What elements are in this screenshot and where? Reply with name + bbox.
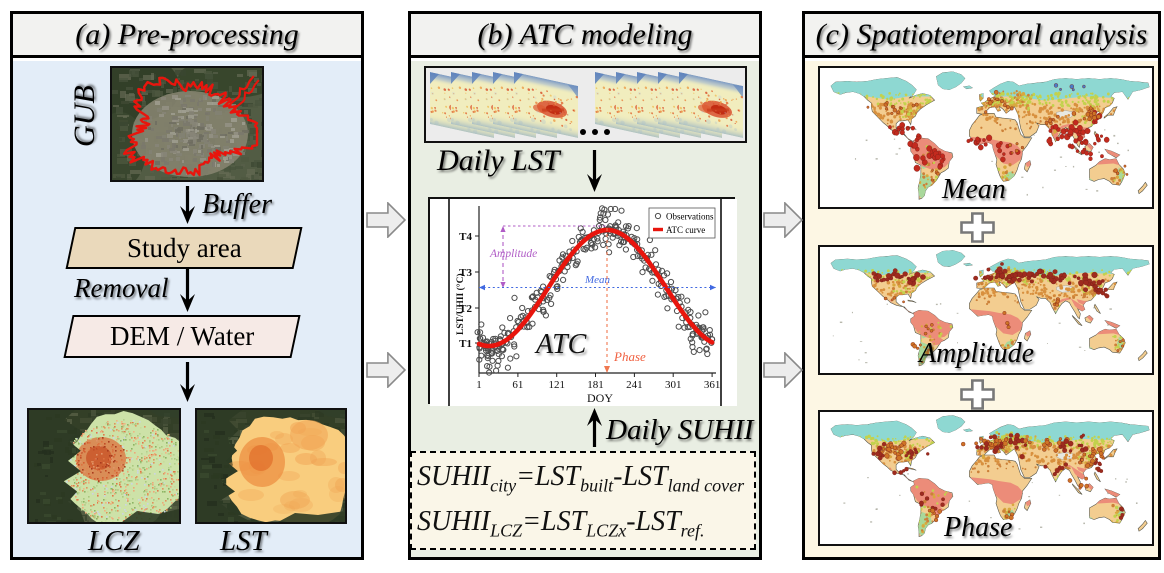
svg-text:1: 1 — [476, 379, 482, 391]
svg-text:Amplitude: Amplitude — [489, 248, 537, 260]
svg-text:T1: T1 — [459, 338, 472, 350]
svg-text:61: 61 — [512, 379, 523, 391]
svg-text:ATC: ATC — [534, 329, 587, 360]
svg-text:ATC curve: ATC curve — [666, 225, 705, 235]
svg-text:T2: T2 — [459, 303, 472, 315]
svg-text:T3: T3 — [459, 267, 472, 279]
svg-text:361: 361 — [704, 379, 721, 391]
svg-text:LST/UHII (°C): LST/UHII (°C) — [455, 273, 466, 335]
svg-text:Mean: Mean — [584, 274, 611, 286]
svg-text:241: 241 — [626, 379, 643, 391]
svg-text:301: 301 — [665, 379, 682, 391]
svg-text:121: 121 — [548, 379, 565, 391]
svg-text:181: 181 — [587, 379, 604, 391]
svg-text:Phase: Phase — [613, 349, 646, 364]
svg-text:Observations: Observations — [666, 212, 714, 222]
svg-text:DOY: DOY — [587, 391, 613, 405]
svg-text:T4: T4 — [459, 231, 472, 243]
